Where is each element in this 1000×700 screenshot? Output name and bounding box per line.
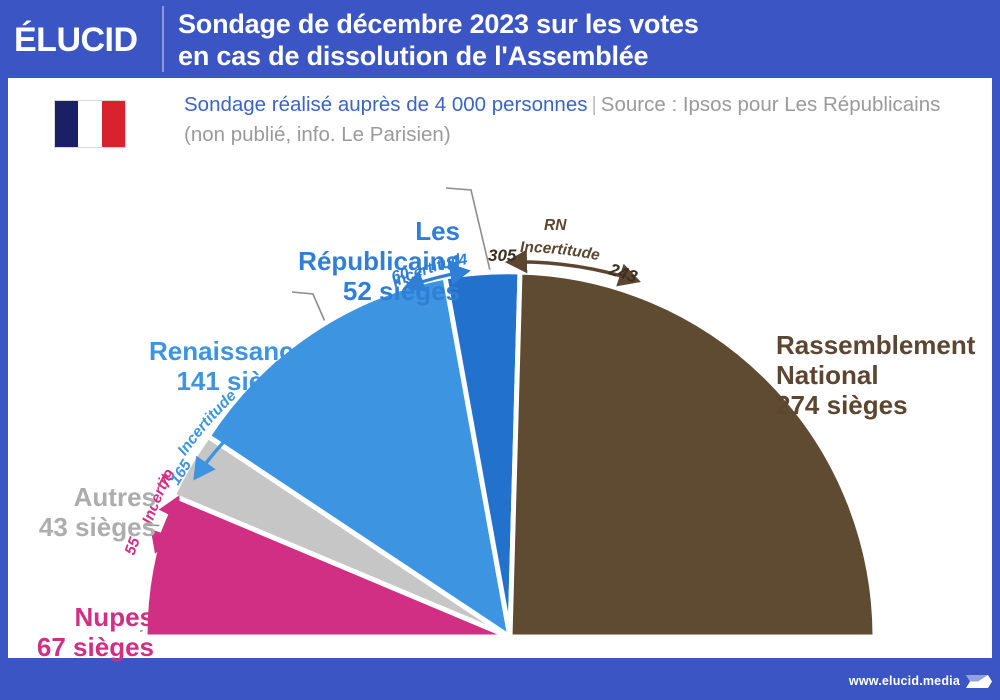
callout-lr-name-line1: Les <box>415 216 460 246</box>
uncertainty-arrow-lr <box>403 262 471 292</box>
callout-autres-name: Autres <box>73 482 156 512</box>
callout-lr-seats: 52 sièges <box>342 276 460 307</box>
subtitle-source: Source : Ipsos pour Les Républicains (no… <box>184 93 941 146</box>
callout-renaissance-seats: 141 sièges <box>176 366 308 397</box>
uncertainty-arrow-rn <box>504 249 641 287</box>
french-flag-icon <box>54 100 126 148</box>
subtitle: Sondage réalisé auprès de 4 000 personne… <box>184 90 984 150</box>
pie-sectors <box>142 269 878 640</box>
callout-autres-seats: 43 sièges <box>38 512 156 543</box>
flag-band-red <box>101 101 125 147</box>
sector-rassemblement-national[interactable] <box>507 269 878 640</box>
uncertainty-label-nupes: Incertitude <box>8 78 175 526</box>
callout-nupes-seats: 67 sièges <box>36 632 154 663</box>
callout-rn-seats: 274 sièges <box>776 390 908 421</box>
callout-nupes-name: Nupes <box>74 602 154 632</box>
callout-rn-name-line2: National <box>776 360 879 391</box>
header-divider <box>162 6 164 72</box>
flag-band-blue <box>55 101 79 147</box>
uncertainty-nupes-high: 79 <box>157 467 180 491</box>
subtitle-separator: | <box>591 93 597 116</box>
uncertainty-rn-high: 243 <box>606 259 640 286</box>
elucid-logo: ÉLUCID <box>14 21 138 59</box>
callout-nupes[interactable]: Nupes 67 sièges <box>2 602 154 662</box>
watermark[interactable]: www.elucid.media <box>849 668 992 694</box>
page-title: Sondage de décembre 2023 sur les votes e… <box>178 8 978 72</box>
leader-line-lr <box>445 187 494 284</box>
callout-rn-name-line1: Rassemblement <box>776 330 976 360</box>
uncertainty-nupes-text: Incertitude <box>8 78 175 526</box>
uncertainty-lr-low: 60 <box>390 265 411 286</box>
callout-lr-name-line2: Républicains <box>298 246 460 277</box>
subtitle-sample: Sondage réalisé auprès de 4 000 personne… <box>184 93 588 116</box>
uncertainty-nupes-low: 55 <box>122 535 144 557</box>
callout-les-republicains[interactable]: Les Républicains 52 sièges <box>270 216 460 306</box>
uncertainty-arrow-renaissance <box>193 388 284 481</box>
content-panel: Sondage réalisé auprès de 4 000 personne… <box>6 78 992 662</box>
callout-renaissance[interactable]: Renaissance 141 sièges <box>108 336 308 396</box>
callout-autres[interactable]: Autres 43 sièges <box>6 482 156 542</box>
callout-renaissance-name: Renaissance <box>149 336 308 366</box>
page-title-line2: en cas de dissolution de l'Assemblée <box>178 41 649 71</box>
callout-rassemblement-national[interactable]: Rassemblement National 274 sièges <box>776 330 1000 420</box>
uncertainty-rn-low: 305 <box>488 246 517 265</box>
uncertainty-lr-high: 44 <box>448 251 469 271</box>
uncertainty-rn-title: RN <box>544 217 567 234</box>
elucid-flag-icon <box>966 674 992 688</box>
watermark-url: www.elucid.media <box>848 674 960 688</box>
uncertainty-arrow-nupes <box>150 495 181 554</box>
flag-band-white <box>78 101 102 147</box>
header-bar: ÉLUCID Sondage de décembre 2023 sur les … <box>0 0 1000 78</box>
leader-line-renaissance <box>291 291 327 325</box>
hemicycle-chart: Incertitude 55 79 Incertitude 165 117 In… <box>8 78 878 640</box>
page-title-line1: Sondage de décembre 2023 sur les votes <box>178 9 699 39</box>
